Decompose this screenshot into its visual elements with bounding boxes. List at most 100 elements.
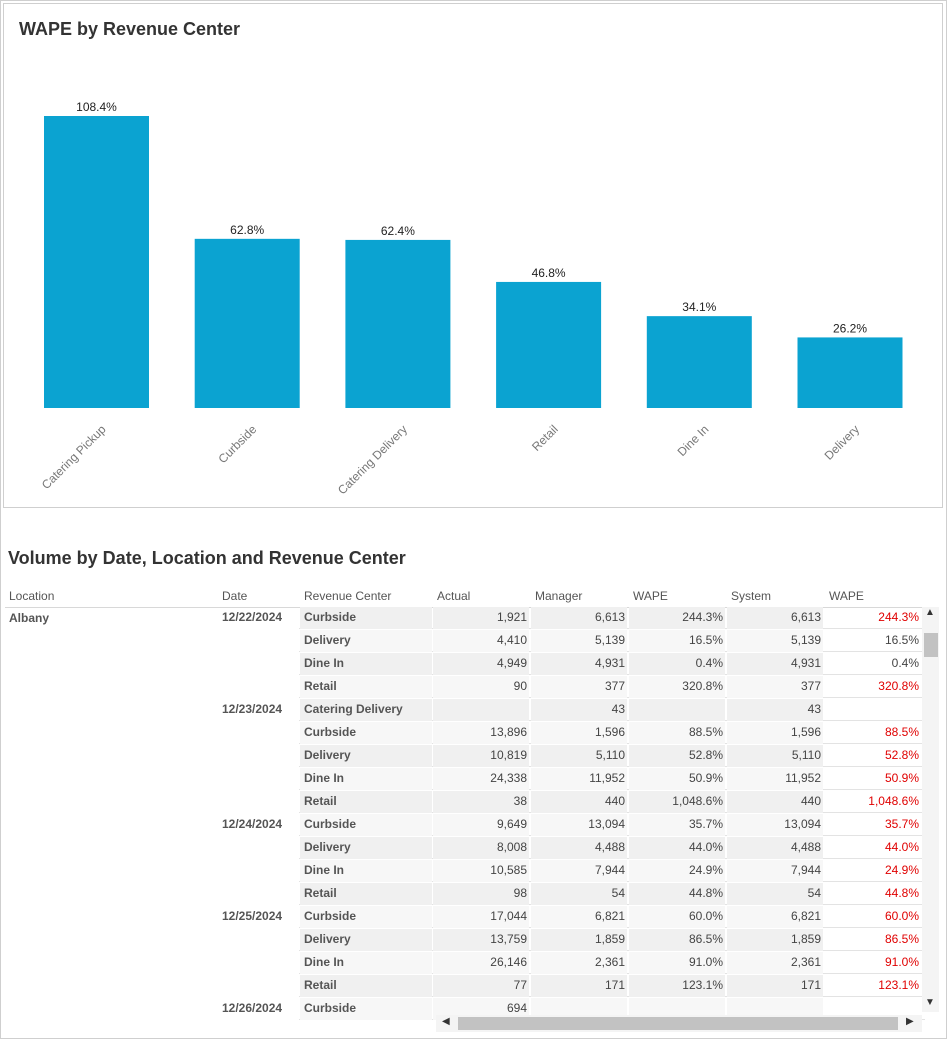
cell-background — [300, 952, 432, 974]
cell-background — [300, 676, 432, 698]
cell-background — [629, 768, 725, 790]
scroll-up-icon[interactable]: ▲ — [925, 607, 935, 618]
revenue-center-cell: Catering Delivery — [304, 702, 403, 716]
cell-background — [629, 975, 725, 997]
cell-background — [300, 722, 432, 744]
date-cell: 12/23/2024 — [222, 702, 283, 716]
manager-cell: 171 — [604, 978, 625, 992]
cell-background — [727, 699, 823, 721]
system-cell: 54 — [807, 886, 821, 900]
cell-background — [300, 929, 432, 951]
column-header-location[interactable]: Location — [9, 589, 55, 603]
cell-background — [531, 975, 627, 997]
system-wape-cell: 35.7% — [884, 817, 919, 831]
manager-cell: 11,952 — [589, 771, 625, 785]
cell-background — [531, 699, 627, 721]
bar-catering-pickup[interactable] — [44, 116, 149, 408]
system-cell: 171 — [800, 978, 821, 992]
manager-wape-cell: 244.3% — [682, 610, 723, 624]
vertical-scrollbar[interactable]: ▲ ▼ — [922, 607, 939, 1012]
column-header-wape[interactable]: WAPE — [829, 589, 864, 603]
column-header-manager[interactable]: Manager — [535, 589, 583, 603]
manager-wape-cell: 52.8% — [688, 748, 723, 762]
manager-wape-cell: 35.7% — [688, 817, 723, 831]
actual-cell: 1,921 — [496, 610, 527, 624]
manager-cell: 377 — [604, 679, 625, 693]
actual-cell: 24,338 — [490, 771, 527, 785]
manager-cell: 1,859 — [594, 932, 625, 946]
actual-cell: 694 — [506, 1001, 527, 1015]
cell-background — [531, 768, 627, 790]
manager-cell: 5,139 — [594, 633, 625, 647]
scroll-left-icon[interactable]: ◀ — [442, 1016, 450, 1027]
bar-delivery[interactable] — [797, 337, 903, 408]
bar-value-label: 26.2% — [833, 321, 867, 335]
bar-curbside[interactable] — [194, 238, 300, 408]
vertical-scroll-thumb[interactable] — [924, 633, 938, 657]
cell-background — [727, 676, 823, 698]
cell-background — [727, 860, 823, 882]
cell-background — [629, 791, 725, 813]
cell-background — [433, 998, 529, 1020]
cell-background — [433, 906, 529, 928]
cell-background — [727, 630, 823, 652]
cell-background — [433, 952, 529, 974]
system-wape-cell: 320.8% — [878, 679, 919, 693]
bar-value-label: 46.8% — [532, 266, 566, 280]
horizontal-scroll-thumb[interactable] — [458, 1017, 898, 1030]
system-wape-cell: 91.0% — [884, 955, 919, 969]
cell-background — [629, 699, 725, 721]
bar-retail[interactable] — [496, 281, 602, 408]
column-header-wape[interactable]: WAPE — [633, 589, 668, 603]
revenue-center-cell: Curbside — [304, 725, 357, 739]
bar-value-label: 34.1% — [682, 300, 716, 314]
column-header-revenue-center[interactable]: Revenue Center — [304, 589, 392, 603]
cell-background — [300, 745, 432, 767]
cell-background — [531, 676, 627, 698]
manager-cell: 7,944 — [594, 863, 625, 877]
manager-wape-cell: 50.9% — [688, 771, 723, 785]
manager-cell: 6,821 — [594, 909, 625, 923]
cell-background — [727, 607, 823, 629]
manager-wape-cell: 88.5% — [688, 725, 723, 739]
system-wape-cell: 50.9% — [884, 771, 919, 785]
system-cell: 11,952 — [785, 771, 821, 785]
revenue-center-cell: Curbside — [304, 817, 357, 831]
cell-background — [629, 722, 725, 744]
column-header-date[interactable]: Date — [222, 589, 248, 603]
system-cell: 5,139 — [790, 633, 821, 647]
cell-background — [433, 883, 529, 905]
cell-background — [629, 837, 725, 859]
location-cell: Albany — [9, 611, 50, 625]
scroll-right-icon[interactable]: ▶ — [906, 1016, 914, 1027]
bar-value-label: 62.8% — [230, 223, 264, 237]
cell-background — [531, 837, 627, 859]
cell-background — [531, 814, 627, 836]
cell-background — [629, 998, 725, 1020]
cell-background — [300, 998, 432, 1020]
cell-background — [531, 653, 627, 675]
revenue-center-cell: Curbside — [304, 909, 357, 923]
revenue-center-cell: Dine In — [304, 955, 345, 969]
manager-wape-cell: 60.0% — [688, 909, 723, 923]
system-cell: 6,613 — [790, 610, 821, 624]
cell-background — [300, 906, 432, 928]
manager-cell: 5,110 — [595, 748, 625, 762]
wape-bar-chart: 108.4% Catering Pickup 62.8% Curbside 62.4% C… — [39, 100, 903, 497]
manager-wape-cell: 91.0% — [688, 955, 723, 969]
scroll-down-icon[interactable]: ▼ — [925, 997, 935, 1008]
actual-cell: 17,044 — [490, 909, 527, 923]
x-axis-tick-label: Delivery — [822, 422, 863, 463]
cell-background — [531, 929, 627, 951]
bar-dine-in[interactable] — [646, 316, 752, 408]
column-header-actual[interactable]: Actual — [437, 589, 471, 603]
horizontal-scrollbar[interactable]: ◀ ▶ — [436, 1015, 922, 1032]
actual-cell: 77 — [513, 978, 527, 992]
system-wape-cell: 123.1% — [878, 978, 919, 992]
column-header-system[interactable]: System — [731, 589, 772, 603]
x-axis-tick-label: Curbside — [215, 422, 259, 466]
bar-catering-delivery[interactable] — [345, 239, 451, 408]
cell-background — [629, 906, 725, 928]
manager-cell: 13,094 — [588, 817, 625, 831]
cell-background — [300, 883, 432, 905]
